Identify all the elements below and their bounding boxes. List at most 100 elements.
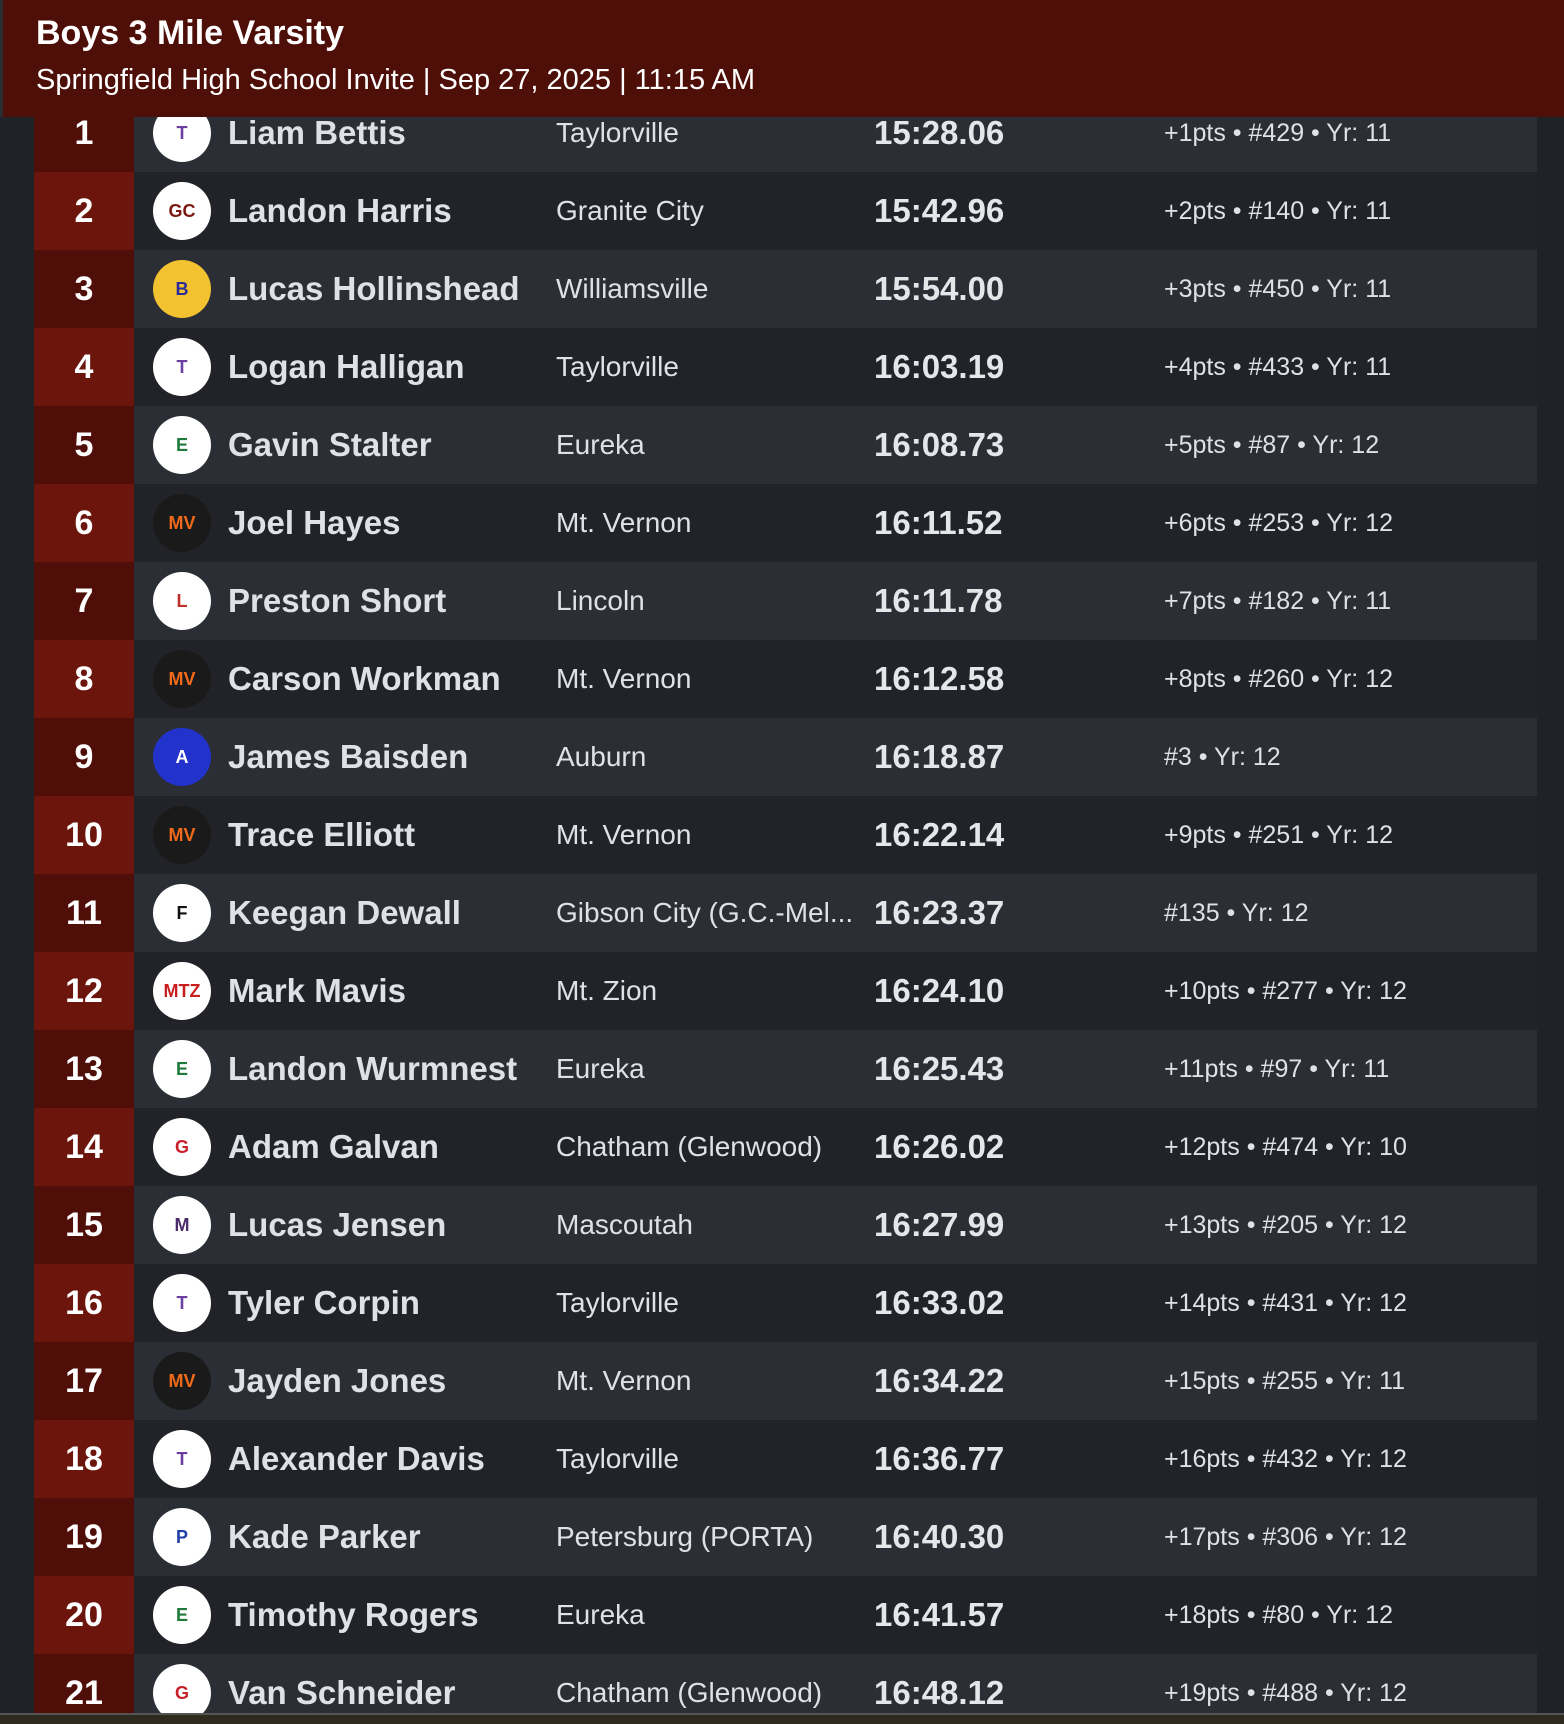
athlete-name[interactable]: Lucas Hollinshead: [228, 270, 520, 307]
school-name[interactable]: Mt. Vernon: [556, 819, 692, 850]
athlete-name[interactable]: Mark Mavis: [228, 972, 406, 1009]
athlete-name[interactable]: Joel Hayes: [228, 504, 401, 541]
result-row[interactable]: 19 P Kade Parker Petersburg (PORTA) 16:40.30…: [34, 1498, 1537, 1576]
athlete-info: +6pts • #253 • Yr: 12: [1164, 509, 1394, 537]
finish-time: 16:12.58: [874, 660, 1005, 697]
place-badge: 21: [34, 1654, 134, 1713]
place-badge: 13: [34, 1030, 134, 1108]
result-row[interactable]: 6 MV Joel Hayes Mt. Vernon 16:11.52 +6pts • #…: [34, 484, 1537, 562]
athlete-name[interactable]: Landon Wurmnest: [228, 1050, 518, 1087]
athlete-info: +17pts • #306 • Yr: 12: [1164, 1523, 1407, 1551]
athlete-name[interactable]: Timothy Rogers: [228, 1596, 479, 1633]
result-row[interactable]: 7 L Preston Short Lincoln 16:11.78 +7pts • #1…: [34, 562, 1537, 640]
result-row[interactable]: 16 T Tyler Corpin Taylorville 16:33.02 +14pts…: [34, 1264, 1537, 1342]
athlete-name[interactable]: Carson Workman: [228, 660, 501, 697]
athlete-name[interactable]: Landon Harris: [228, 192, 452, 229]
finish-time: 16:18.87: [874, 738, 1005, 775]
school-name[interactable]: Granite City: [556, 195, 704, 226]
school-name[interactable]: Chatham (Glenwood): [556, 1677, 823, 1708]
finish-time: 16:34.22: [874, 1362, 1005, 1399]
result-row[interactable]: 9 A James Baisden Auburn 16:18.87 #3 • Yr: 12: [34, 718, 1537, 796]
athlete-info: +13pts • #205 • Yr: 12: [1164, 1211, 1407, 1239]
result-row[interactable]: 20 E Timothy Rogers Eureka 16:41.57 +18pts • …: [34, 1576, 1537, 1654]
place-badge: 11: [34, 874, 134, 952]
result-row[interactable]: 15 M Lucas Jensen Mascoutah 16:27.99 +13pts •…: [34, 1186, 1537, 1264]
athlete-info: +8pts • #260 • Yr: 12: [1164, 665, 1394, 693]
result-row[interactable]: 12 MTZ Mark Mavis Mt. Zion 16:24.10 +10pts • …: [34, 952, 1537, 1030]
athlete-name[interactable]: Trace Elliott: [228, 816, 416, 853]
athlete-name[interactable]: Tyler Corpin: [228, 1284, 420, 1321]
place-badge: 4: [34, 328, 134, 406]
place-badge: 7: [34, 562, 134, 640]
eureka-hornet-logo-icon: E: [153, 1040, 211, 1098]
athlete-info: #3 • Yr: 12: [1164, 743, 1281, 771]
school-name[interactable]: Gibson City (G.C.-Mel...: [556, 897, 854, 928]
school-name[interactable]: Petersburg (PORTA): [556, 1521, 814, 1552]
school-name[interactable]: Mt. Zion: [556, 975, 658, 1006]
athlete-name[interactable]: Adam Galvan: [228, 1128, 439, 1165]
place-badge: 12: [34, 952, 134, 1030]
athlete-name[interactable]: Alexander Davis: [228, 1440, 485, 1477]
place-badge: 18: [34, 1420, 134, 1498]
athlete-name[interactable]: Van Schneider: [228, 1674, 456, 1711]
result-row[interactable]: 2 GC Landon Harris Granite City 15:42.96 +2pt…: [34, 172, 1537, 250]
athlete-name[interactable]: Logan Halligan: [228, 348, 465, 385]
athlete-name[interactable]: Liam Bettis: [228, 114, 406, 151]
place-badge: 14: [34, 1108, 134, 1186]
school-name[interactable]: Eureka: [556, 1053, 645, 1084]
lincoln-railsplitter-logo-icon: L: [153, 572, 211, 630]
background-image-strip: [0, 1713, 1564, 1724]
results-list[interactable]: 1 T Liam Bettis Taylorville 15:28.06 +1pts • …: [0, 94, 1564, 1713]
athlete-name[interactable]: Lucas Jensen: [228, 1206, 447, 1243]
finish-time: 16:33.02: [874, 1284, 1005, 1321]
place-badge: 19: [34, 1498, 134, 1576]
athlete-info: +9pts • #251 • Yr: 12: [1164, 821, 1394, 849]
taylorville-tornado-logo-icon: T: [153, 1274, 211, 1332]
result-row[interactable]: 8 MV Carson Workman Mt. Vernon 16:12.58 +8pts…: [34, 640, 1537, 718]
school-name[interactable]: Chatham (Glenwood): [556, 1131, 823, 1162]
athlete-name[interactable]: Preston Short: [228, 582, 447, 619]
result-row[interactable]: 17 MV Jayden Jones Mt. Vernon 16:34.22 +15pts…: [34, 1342, 1537, 1420]
result-row[interactable]: 3 B Lucas Hollinshead Williamsville 15:54.00…: [34, 250, 1537, 328]
school-name[interactable]: Auburn: [556, 741, 647, 772]
athlete-name[interactable]: James Baisden: [228, 738, 469, 775]
result-row[interactable]: 5 E Gavin Stalter Eureka 16:08.73 +5pts • #87…: [34, 406, 1537, 484]
result-row[interactable]: 14 G Adam Galvan Chatham (Glenwood) 16:26.02…: [34, 1108, 1537, 1186]
result-row[interactable]: 4 T Logan Halligan Taylorville 16:03.19 +4pts…: [34, 328, 1537, 406]
result-row[interactable]: 21 G Van Schneider Chatham (Glenwood) 16:48.…: [34, 1654, 1537, 1713]
athlete-name[interactable]: Kade Parker: [228, 1518, 421, 1555]
finish-time: 15:42.96: [874, 192, 1005, 229]
finish-time: 16:22.14: [874, 816, 1005, 853]
athlete-info: +18pts • #80 • Yr: 12: [1164, 1601, 1394, 1629]
athlete-info: +3pts • #450 • Yr: 11: [1164, 275, 1392, 303]
place-badge: 5: [34, 406, 134, 484]
event-subtitle: Springfield High School Invite | Sep 27,…: [36, 64, 756, 96]
place-badge: 8: [34, 640, 134, 718]
school-name[interactable]: Mt. Vernon: [556, 663, 692, 694]
place-badge: 9: [34, 718, 134, 796]
result-row[interactable]: 13 E Landon Wurmnest Eureka 16:25.43 +11pts •…: [34, 1030, 1537, 1108]
eureka-hornet-logo-icon: E: [153, 416, 211, 474]
athlete-name[interactable]: Keegan Dewall: [228, 894, 461, 931]
athlete-info: +16pts • #432 • Yr: 12: [1164, 1445, 1407, 1473]
athlete-name[interactable]: Jayden Jones: [228, 1362, 447, 1399]
school-name[interactable]: Williamsville: [556, 273, 709, 304]
school-name[interactable]: Taylorville: [556, 351, 679, 382]
school-name[interactable]: Eureka: [556, 429, 645, 460]
school-name[interactable]: Mascoutah: [556, 1209, 693, 1240]
mascoutah-m-logo-icon: M: [153, 1196, 211, 1254]
finish-time: 16:48.12: [874, 1674, 1005, 1711]
athlete-name[interactable]: Gavin Stalter: [228, 426, 432, 463]
school-name[interactable]: Eureka: [556, 1599, 645, 1630]
porta-bluejay-logo-icon: P: [153, 1508, 211, 1566]
result-row[interactable]: 10 MV Trace Elliott Mt. Vernon 16:22.14 +9pts…: [34, 796, 1537, 874]
result-row[interactable]: 18 T Alexander Davis Taylorville 16:36.77 +16…: [34, 1420, 1537, 1498]
school-name[interactable]: Taylorville: [556, 1443, 679, 1474]
result-row[interactable]: 11 F Keegan Dewall Gibson City (G.C.-Mel...…: [34, 874, 1537, 952]
place-badge: 17: [34, 1342, 134, 1420]
school-name[interactable]: Taylorville: [556, 1287, 679, 1318]
finish-time: 16:41.57: [874, 1596, 1005, 1633]
school-name[interactable]: Lincoln: [556, 585, 645, 616]
school-name[interactable]: Mt. Vernon: [556, 1365, 692, 1396]
school-name[interactable]: Mt. Vernon: [556, 507, 692, 538]
